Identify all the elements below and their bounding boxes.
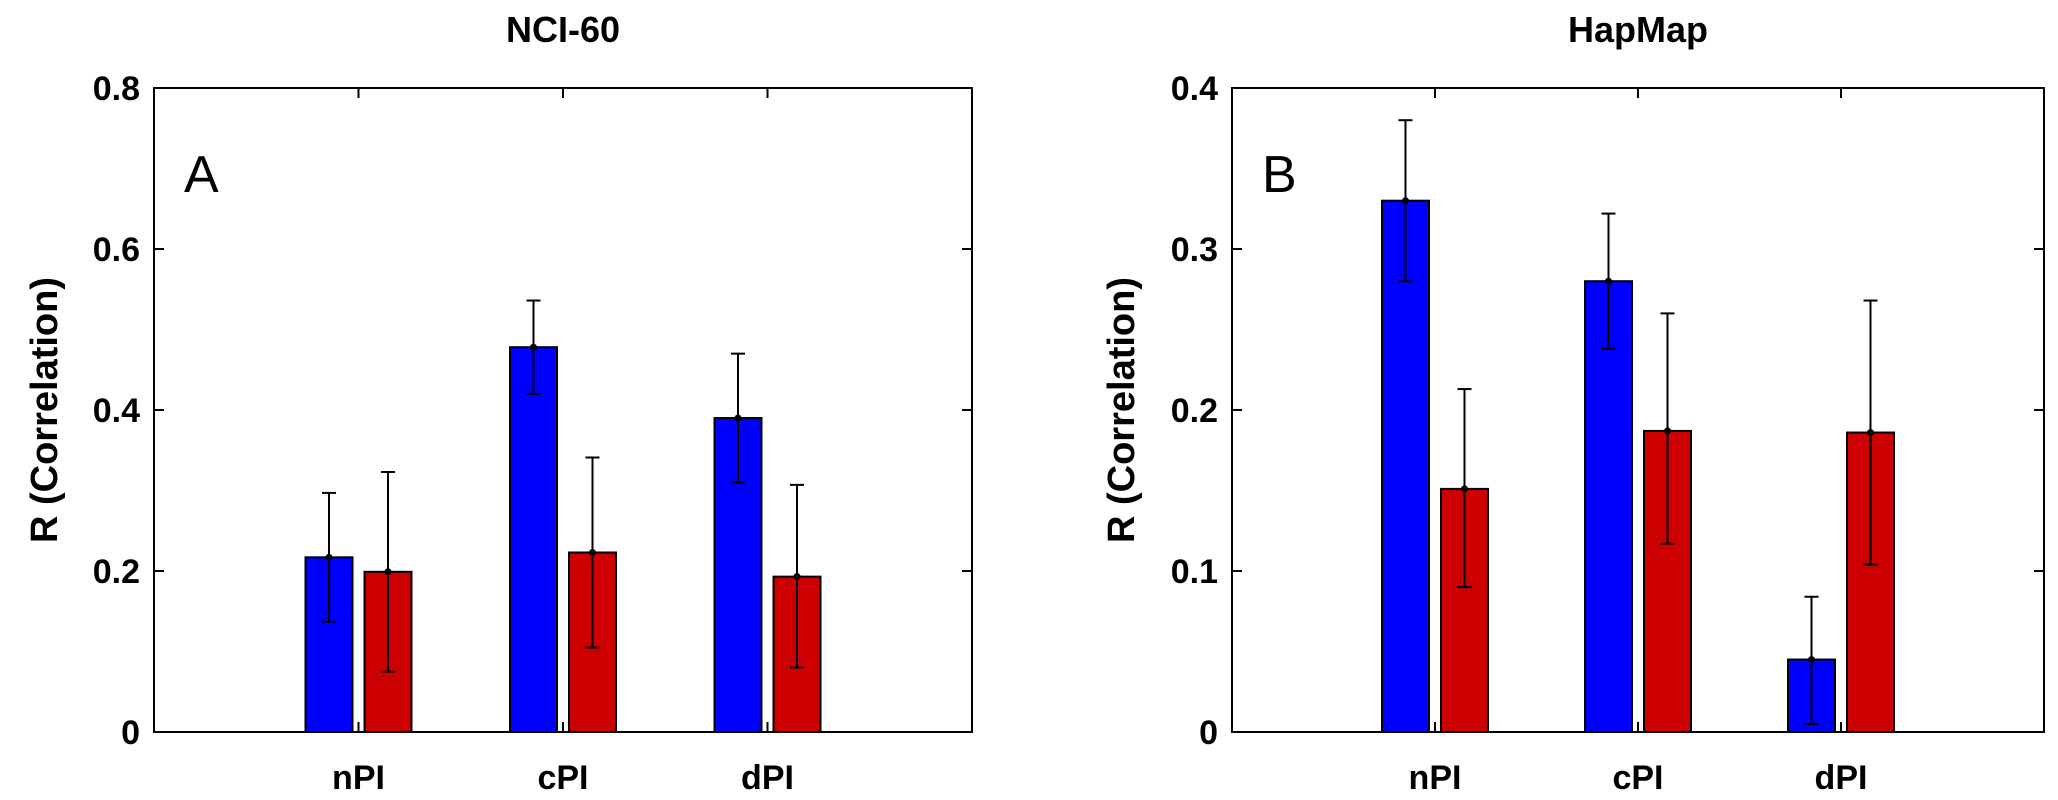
- chart-title: HapMap: [1568, 9, 1708, 50]
- y-tick-label: 0.2: [93, 553, 140, 591]
- x-tick-label-dPI: dPI: [1815, 759, 1868, 797]
- y-tick-label: 0.2: [1171, 392, 1218, 430]
- panel-letter: A: [184, 146, 219, 204]
- y-axis-label: R (Correlation): [1101, 277, 1143, 543]
- x-tick-label-cPI: cPI: [1612, 759, 1663, 797]
- mean-marker-nPI-series-2: [1461, 485, 1468, 493]
- y-tick-label: 0.6: [93, 231, 140, 269]
- mean-marker-dPI-series-1: [734, 414, 742, 422]
- mean-marker-cPI-series-1: [530, 343, 537, 351]
- mean-marker-dPI-series-2: [793, 573, 801, 581]
- y-tick-label: 0.8: [93, 70, 140, 108]
- panel-letter: B: [1262, 146, 1297, 204]
- mean-marker-dPI-series-1: [1808, 656, 1815, 664]
- mean-marker-nPI-series-1: [1402, 197, 1409, 205]
- axes-frame: [1231, 87, 2045, 733]
- x-tick-label-cPI: cPI: [537, 759, 588, 797]
- y-tick-label: 0.4: [1171, 70, 1218, 108]
- chart-panel-b: HapMap R (Correlation) 0 0.1 0.2 0.3 0.4 nPI cPI…: [1101, 9, 2045, 797]
- y-tick-label: 0.4: [93, 392, 140, 430]
- x-tick-label-dPI: dPI: [741, 759, 794, 797]
- bar-cPI-series-1: [509, 346, 558, 733]
- y-tick-label: 0: [1199, 714, 1218, 752]
- axes-frame: [153, 87, 973, 733]
- y-tick-label: 0.1: [1171, 553, 1218, 591]
- y-tick-label: 0.3: [1171, 231, 1218, 269]
- mean-marker-nPI-series-1: [325, 553, 333, 561]
- mean-marker-cPI-series-1: [1605, 277, 1612, 285]
- mean-marker-cPI-series-2: [1664, 427, 1671, 435]
- y-axis-label: R (Correlation): [24, 277, 66, 543]
- chart-title: NCI-60: [506, 9, 620, 50]
- x-tick-label-nPI: nPI: [332, 759, 385, 797]
- chart-panel-a: NCI-60 R (Correlation) 0 0.2 0.4 0.6 0.8 nPI cPI…: [24, 9, 973, 797]
- mean-marker-dPI-series-2: [1867, 429, 1874, 437]
- mean-marker-cPI-series-2: [589, 548, 596, 556]
- x-tick-label-nPI: nPI: [1409, 759, 1462, 797]
- mean-marker-nPI-series-2: [384, 568, 392, 576]
- y-tick-label: 0: [121, 714, 140, 752]
